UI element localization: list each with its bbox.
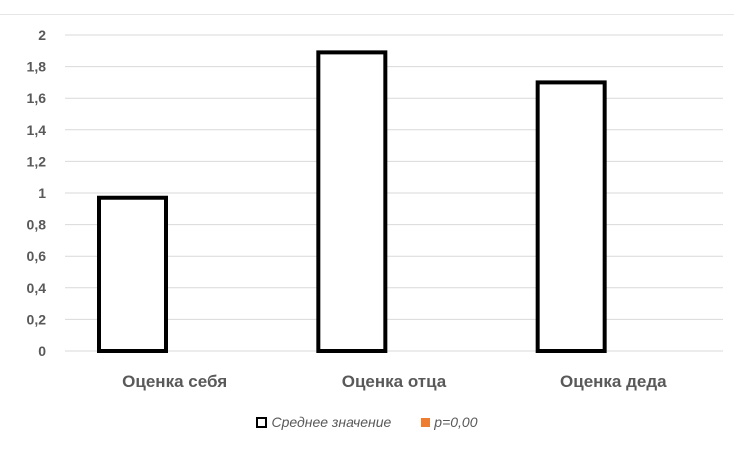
bar-series-1-2 bbox=[316, 50, 388, 353]
bar-series-1-1 bbox=[97, 195, 168, 353]
bar-series-1-3 bbox=[535, 80, 607, 354]
x-category-label: Оценка отца bbox=[342, 372, 447, 391]
legend-swatch-series-2 bbox=[421, 417, 431, 427]
y-tick-label: 0,2 bbox=[27, 311, 47, 327]
chart-legend: Среднее значение p=0,00 bbox=[0, 414, 734, 430]
x-category-label: Оценка себя bbox=[122, 372, 227, 391]
top-border bbox=[0, 14, 734, 15]
y-tick-label: 1,4 bbox=[27, 122, 47, 138]
y-tick-label: 0,4 bbox=[27, 280, 47, 296]
legend-swatch-series-1 bbox=[256, 416, 268, 428]
y-tick-label: 1,2 bbox=[27, 153, 47, 169]
y-tick-label: 1,8 bbox=[27, 59, 47, 75]
x-category-label: Оценка деда bbox=[560, 372, 667, 391]
y-tick-label: 2 bbox=[38, 27, 46, 43]
legend-item-series-2: p=0,00 bbox=[421, 414, 478, 430]
legend-label-series-2: p=0,00 bbox=[434, 414, 478, 430]
y-tick-label: 1,6 bbox=[27, 90, 47, 106]
bar-chart: 0 0,2 0,4 0,6 0,8 1 1,2 1,4 1,6 1,8 2 Оценка себя О… bbox=[27, 27, 723, 391]
y-tick-label: 0 bbox=[38, 343, 46, 359]
legend-item-series-1: Среднее значение bbox=[256, 414, 391, 430]
legend-label-series-1: Среднее значение bbox=[271, 414, 392, 430]
y-tick-label: 1 bbox=[38, 185, 46, 201]
y-tick-label: 0,6 bbox=[27, 248, 47, 264]
y-tick-label: 0,8 bbox=[27, 217, 47, 233]
